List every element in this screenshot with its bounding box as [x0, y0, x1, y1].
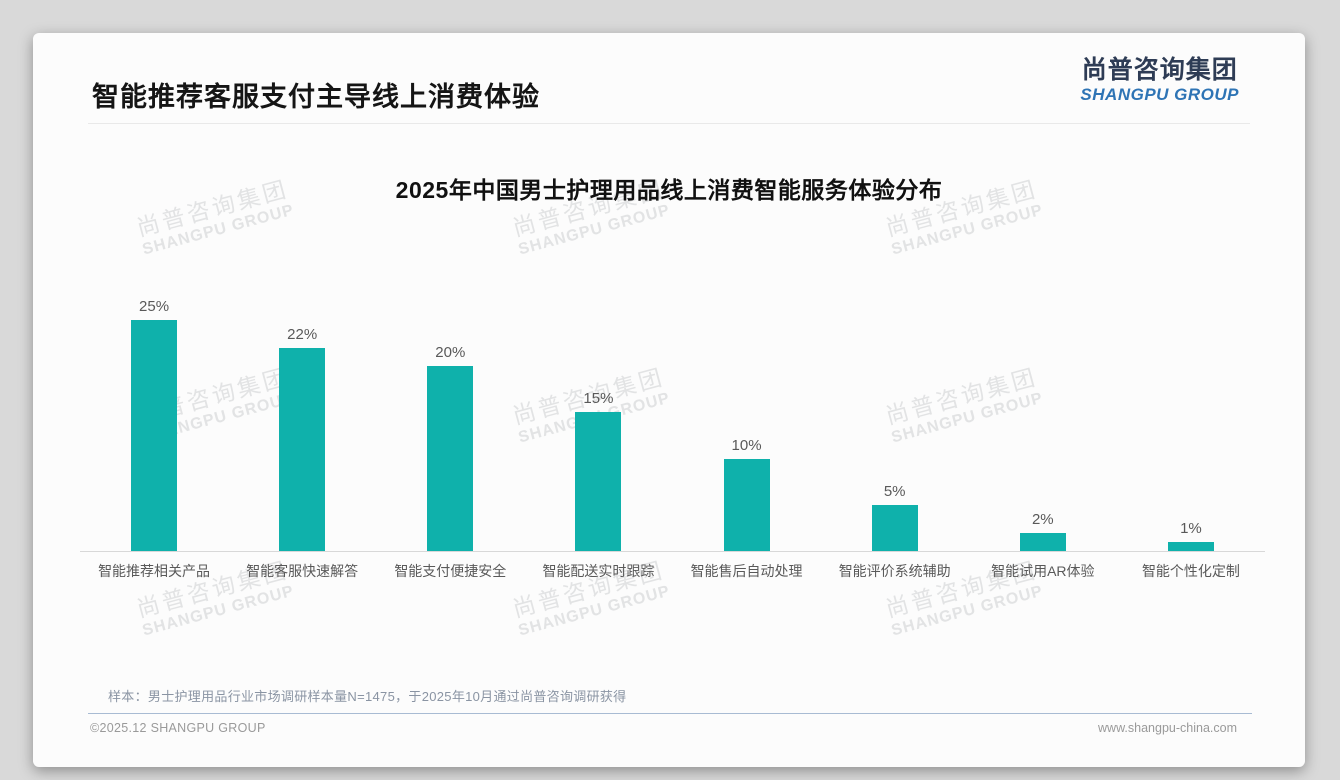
bar-group: 10% — [673, 281, 821, 551]
x-axis-category-label: 智能试用AR体验 — [991, 563, 1095, 579]
x-axis-category-label: 智能配送实时跟踪 — [542, 563, 655, 579]
bar — [131, 320, 178, 551]
bar — [1019, 532, 1066, 551]
bar-group: 5% — [821, 281, 969, 551]
x-axis-category-label: 智能推荐相关产品 — [98, 563, 211, 579]
bar-chart: 25% 22% 20% 15% 10% 5% 2% 1% — [80, 281, 1265, 551]
bar — [279, 347, 326, 551]
x-axis-category-label: 智能售后自动处理 — [690, 563, 803, 579]
watermark-english-text: SHANGPU GROUP — [516, 582, 672, 640]
page-title: 智能推荐客服支付主导线上消费体验 — [92, 82, 540, 112]
bar-value-label: 20% — [435, 344, 466, 362]
bar — [871, 504, 918, 551]
bar-value-label: 25% — [139, 298, 170, 315]
bar — [575, 412, 622, 551]
chart-title: 2025年中国男士护理用品线上消费智能服务体验分布 — [395, 177, 943, 203]
report-card: 尚普咨询集团 SHANGPU GROUP 尚普咨询集团 SHANGPU GROUP 尚普… — [33, 33, 1305, 767]
copyright-text: ©2025.12 SHANGPU GROUP — [90, 721, 266, 735]
bar — [427, 366, 474, 551]
bar-group: 1% — [1117, 281, 1265, 551]
x-axis-line — [80, 551, 1265, 552]
sample-footnote: 样本：男士护理用品行业市场调研样本量N=1475，于2025年10月通过尚普咨询… — [108, 689, 627, 704]
x-axis-category-label: 智能支付便捷安全 — [394, 563, 507, 579]
bar-value-label: 5% — [883, 482, 906, 500]
title-divider-line — [88, 123, 1250, 124]
bar — [723, 458, 770, 551]
shangpu-logo: 尚普咨询集团 SHANGPU GROUP — [1080, 55, 1239, 105]
bar-group: 2% — [969, 281, 1117, 551]
bar — [1167, 541, 1214, 551]
bar-group: 22% — [228, 281, 376, 551]
watermark-english-text: SHANGPU GROUP — [889, 582, 1045, 640]
logo-english-text: SHANGPU GROUP — [1080, 85, 1239, 104]
watermark-english-text: SHANGPU GROUP — [889, 201, 1045, 259]
x-axis-category-label: 智能个性化定制 — [1141, 563, 1240, 579]
bar-group: 20% — [376, 281, 524, 551]
bar-value-label: 15% — [583, 390, 614, 408]
bar-value-label: 10% — [731, 436, 762, 454]
website-url: www.shangpu-china.com — [1098, 721, 1237, 735]
x-axis-labels: 智能推荐相关产品 智能客服快速解答 智能支付便捷安全 智能配送实时跟踪 智能售后自动处理… — [80, 561, 1265, 581]
watermark-english-text: SHANGPU GROUP — [140, 201, 296, 259]
bar-group: 15% — [524, 281, 672, 551]
bar-value-label: 22% — [287, 325, 318, 343]
x-axis-category-label: 智能评价系统辅助 — [838, 563, 951, 579]
bar-value-label: 2% — [1031, 510, 1054, 528]
footer-divider-line — [88, 713, 1252, 714]
x-axis-category-label: 智能客服快速解答 — [246, 563, 359, 579]
bar-group: 25% — [80, 281, 228, 551]
bar-value-label: 1% — [1180, 519, 1202, 537]
logo-chinese-text: 尚普咨询集团 — [1081, 56, 1238, 84]
watermark-english-text: SHANGPU GROUP — [516, 201, 672, 259]
watermark-english-text: SHANGPU GROUP — [140, 582, 296, 640]
